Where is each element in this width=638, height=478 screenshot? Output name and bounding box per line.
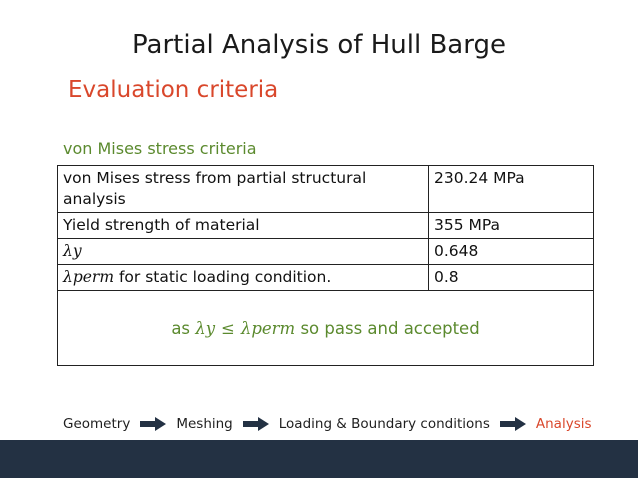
section-label: von Mises stress criteria (63, 139, 257, 158)
slide-subtitle: Evaluation criteria (68, 77, 279, 103)
process-flow: Geometry Meshing Loading & Boundary cond… (63, 414, 592, 434)
row-value: 355 MPa (428, 212, 594, 239)
lambda-perm-symbol: λperm (63, 268, 115, 286)
conclusion-rhs: λperm (240, 318, 296, 338)
slide-title: Partial Analysis of Hull Barge (132, 30, 506, 60)
row-value: 0.648 (428, 238, 594, 265)
arrow-right-icon (140, 417, 167, 431)
flow-step-analysis: Analysis (535, 416, 592, 432)
conclusion-row: as λy ≤ λperm so pass and accepted (57, 290, 594, 366)
conclusion-prefix: as (171, 318, 196, 338)
criteria-table: von Mises stress from partial structural… (57, 165, 594, 366)
table-row: von Mises stress from partial structural… (57, 165, 594, 213)
table-row: λperm for static loading condition. 0.8 (57, 264, 594, 291)
flow-step-meshing: Meshing (176, 416, 233, 432)
row-label: λperm for static loading condition. (57, 264, 429, 291)
row-label: Yield strength of material (57, 212, 429, 239)
row-value: 230.24 MPa (428, 165, 594, 213)
footer-bar (0, 440, 638, 478)
row-label: λy (57, 238, 429, 265)
table-row: λy 0.648 (57, 238, 594, 265)
flow-step-geometry: Geometry (63, 416, 131, 432)
row-label: von Mises stress from partial structural… (57, 165, 429, 213)
arrow-right-icon (242, 417, 269, 431)
arrow-right-icon (499, 417, 526, 431)
conclusion-cell: as λy ≤ λperm so pass and accepted (57, 290, 594, 366)
conclusion-lhs: λy (195, 318, 216, 338)
conclusion-operator: ≤ (221, 318, 235, 338)
table-row: Yield strength of material 355 MPa (57, 212, 594, 239)
row-value: 0.8 (428, 264, 594, 291)
conclusion-suffix: so pass and accepted (295, 318, 480, 338)
row-label-text: for static loading condition. (114, 268, 332, 286)
flow-step-loading: Loading & Boundary conditions (278, 416, 490, 432)
